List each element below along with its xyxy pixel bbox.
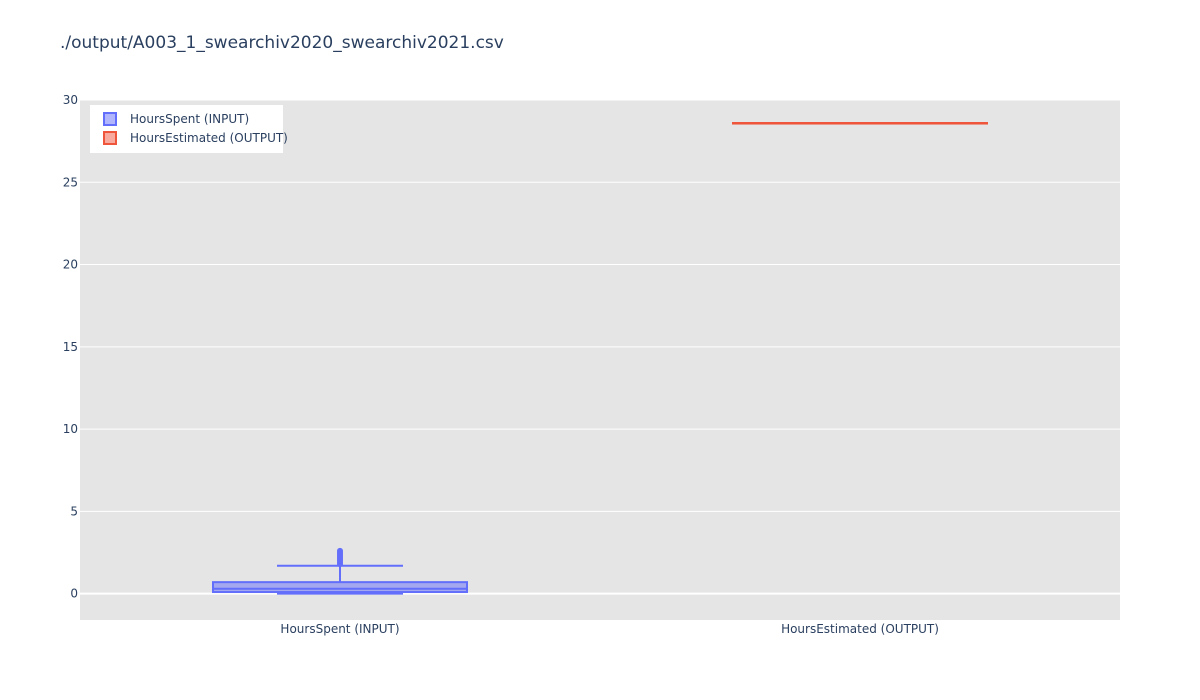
grid-layer <box>80 99 1120 595</box>
y-axis-ticks: 0 5 10 15 20 25 30 <box>63 93 78 601</box>
y-tick-label: 10 <box>63 422 78 436</box>
x-tick-label: HoursEstimated (OUTPUT) <box>781 622 939 636</box>
legend-background <box>90 105 283 153</box>
y-tick-label: 5 <box>70 504 78 518</box>
y-tick-label: 0 <box>70 587 78 601</box>
chart-title: ./output/A003_1_swearchiv2020_swearchiv2… <box>60 33 504 53</box>
outlier-point <box>337 547 343 554</box>
legend[interactable]: HoursSpent (INPUT) HoursEstimated (OUTPUT… <box>90 105 288 153</box>
plot-area <box>80 100 1120 620</box>
box-iqr <box>212 581 468 594</box>
legend-label: HoursSpent (INPUT) <box>130 112 249 126</box>
y-tick-label: 30 <box>63 93 78 107</box>
legend-item[interactable]: HoursEstimated (OUTPUT) <box>103 131 288 145</box>
y-tick-label: 15 <box>63 340 78 354</box>
box-trace[interactable] <box>212 547 468 595</box>
x-tick-label: HoursSpent (INPUT) <box>280 622 399 636</box>
legend-item[interactable]: HoursSpent (INPUT) <box>103 112 249 126</box>
box-trace[interactable] <box>732 122 988 125</box>
legend-label: HoursEstimated (OUTPUT) <box>130 131 288 145</box>
legend-swatch <box>103 112 117 126</box>
x-axis-ticks: HoursSpent (INPUT) HoursEstimated (OUTPUT… <box>280 622 939 636</box>
y-tick-label: 25 <box>63 175 78 189</box>
legend-swatch <box>103 131 117 145</box>
y-tick-label: 20 <box>63 258 78 272</box>
box-traces <box>212 122 988 595</box>
